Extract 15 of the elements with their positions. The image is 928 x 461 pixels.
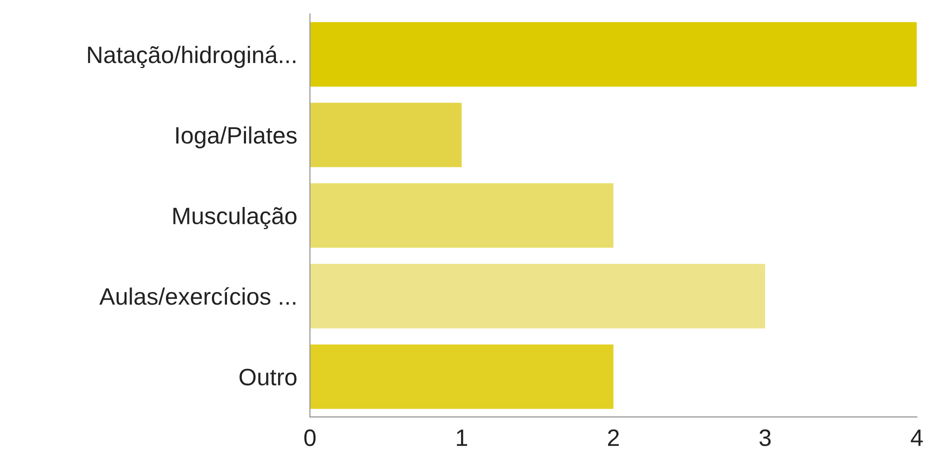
x-tick-label: 3 — [759, 429, 771, 446]
bar — [310, 264, 766, 328]
y-tick-label: Musculação — [173, 206, 296, 230]
bar — [310, 22, 917, 87]
x-tick-label: 4 — [910, 430, 923, 446]
bar — [310, 102, 462, 168]
bar — [310, 183, 614, 248]
y-tick-label: Outro — [240, 368, 296, 386]
x-tick-label: 1 — [456, 430, 468, 446]
bar — [310, 344, 614, 409]
y-tick-label: Aulas/exercícios ... — [99, 287, 296, 305]
x-tick-label: 2 — [608, 429, 619, 446]
x-tick-label: 0 — [304, 429, 316, 446]
y-tick-label: Ioga/Pilates — [176, 126, 297, 148]
y-tick-label: Natação/hidroginá... — [88, 46, 296, 68]
